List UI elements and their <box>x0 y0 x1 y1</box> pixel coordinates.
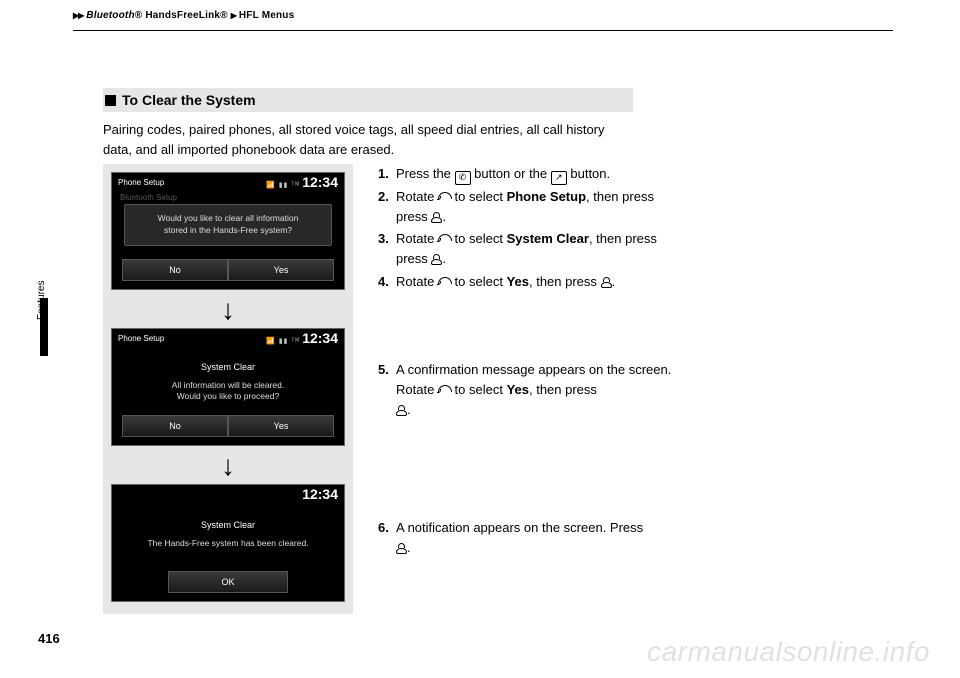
screen-topbar: Phone Setup 📶 ▮▮ ᵀᴹ 12:34 <box>112 173 344 191</box>
step-4: 4. Rotate to select Yes, then press . <box>378 272 678 292</box>
breadcrumb-hfl: HandsFreeLink® <box>142 10 230 21</box>
dialog-message: Would you like to clear all information … <box>124 204 332 246</box>
press-dial-icon <box>431 254 442 265</box>
step-1: 1. Press the ✆ button or the ↗ button. <box>378 164 678 185</box>
dialog-title: System Clear <box>126 361 330 374</box>
step-6: 6. A notification appears on the screen.… <box>378 518 678 558</box>
rotate-dial-icon <box>438 277 451 287</box>
dialog-message: System Clear The Hands-Free system has b… <box>112 513 344 559</box>
dialog-message: System Clear All information will be cle… <box>112 355 344 413</box>
screen-title: Phone Setup <box>118 178 164 187</box>
dim-subheader: Bluetooth Setup <box>112 191 344 204</box>
no-button[interactable]: No <box>122 415 228 437</box>
rotate-dial-icon <box>438 192 451 202</box>
yes-button[interactable]: Yes <box>228 259 334 281</box>
press-dial-icon <box>431 212 442 223</box>
clock: 12:34 <box>302 486 338 502</box>
breadcrumb-bluetooth: Bluetooth <box>86 10 134 21</box>
step-5: 5. A confirmation message appears on the… <box>378 360 678 420</box>
watermark: carmanualsonline.info <box>647 636 930 668</box>
screen-topbar: 12:34 <box>112 485 344 503</box>
button-row: OK <box>122 571 334 593</box>
breadcrumb-arrow-icon: ▶▶ <box>73 11 83 20</box>
press-dial-icon <box>396 543 407 554</box>
status-icons: 📶 ▮▮ ᵀᴹ <box>266 338 300 345</box>
header-rule <box>73 30 893 31</box>
screen-title: Phone Setup <box>118 334 164 343</box>
square-bullet-icon <box>105 95 116 106</box>
clock: 12:34 <box>302 174 338 190</box>
screenshots-column: Phone Setup 📶 ▮▮ ᵀᴹ 12:34 Bluetooth Setu… <box>103 164 353 614</box>
down-arrow-icon: ↓ <box>111 290 345 328</box>
screen-phone-setup-confirm: Phone Setup 📶 ▮▮ ᵀᴹ 12:34 Bluetooth Setu… <box>111 172 345 290</box>
section-title-text: To Clear the System <box>122 92 256 108</box>
side-tab-label: Features <box>36 281 47 320</box>
instruction-steps: 1. Press the ✆ button or the ↗ button. 2… <box>378 164 678 560</box>
phone-pickup-button-icon: ↗ <box>551 171 567 185</box>
screen-system-cleared: 12:34 System Clear The Hands-Free system… <box>111 484 345 602</box>
clock: 12:34 <box>302 330 338 346</box>
step-2: 2. Rotate to select Phone Setup, then pr… <box>378 187 678 227</box>
press-dial-icon <box>396 405 407 416</box>
no-button[interactable]: No <box>122 259 228 281</box>
step-3: 3. Rotate to select System Clear, then p… <box>378 229 678 269</box>
page-number: 416 <box>38 631 60 646</box>
section-title: To Clear the System <box>103 88 633 112</box>
button-row: No Yes <box>122 415 334 437</box>
breadcrumb-arrow-icon: ▶ <box>231 11 236 20</box>
status-icons: 📶 ▮▮ ᵀᴹ <box>266 182 300 189</box>
breadcrumb-menus: HFL Menus <box>239 10 295 21</box>
rotate-dial-icon <box>438 234 451 244</box>
dialog-title: System Clear <box>126 519 330 532</box>
intro-paragraph: Pairing codes, paired phones, all stored… <box>103 120 633 160</box>
screen-topbar: Phone Setup 📶 ▮▮ ᵀᴹ 12:34 <box>112 329 344 347</box>
down-arrow-icon: ↓ <box>111 446 345 484</box>
yes-button[interactable]: Yes <box>228 415 334 437</box>
screen-system-clear-confirm: Phone Setup 📶 ▮▮ ᵀᴹ 12:34 System Clear A… <box>111 328 345 446</box>
rotate-dial-icon <box>438 385 451 395</box>
ok-button[interactable]: OK <box>168 571 288 593</box>
button-row: No Yes <box>122 259 334 281</box>
breadcrumb: ▶▶ Bluetooth® HandsFreeLink® ▶ HFL Menus <box>73 10 294 21</box>
phone-hangup-button-icon: ✆ <box>455 171 471 185</box>
press-dial-icon <box>601 277 612 288</box>
